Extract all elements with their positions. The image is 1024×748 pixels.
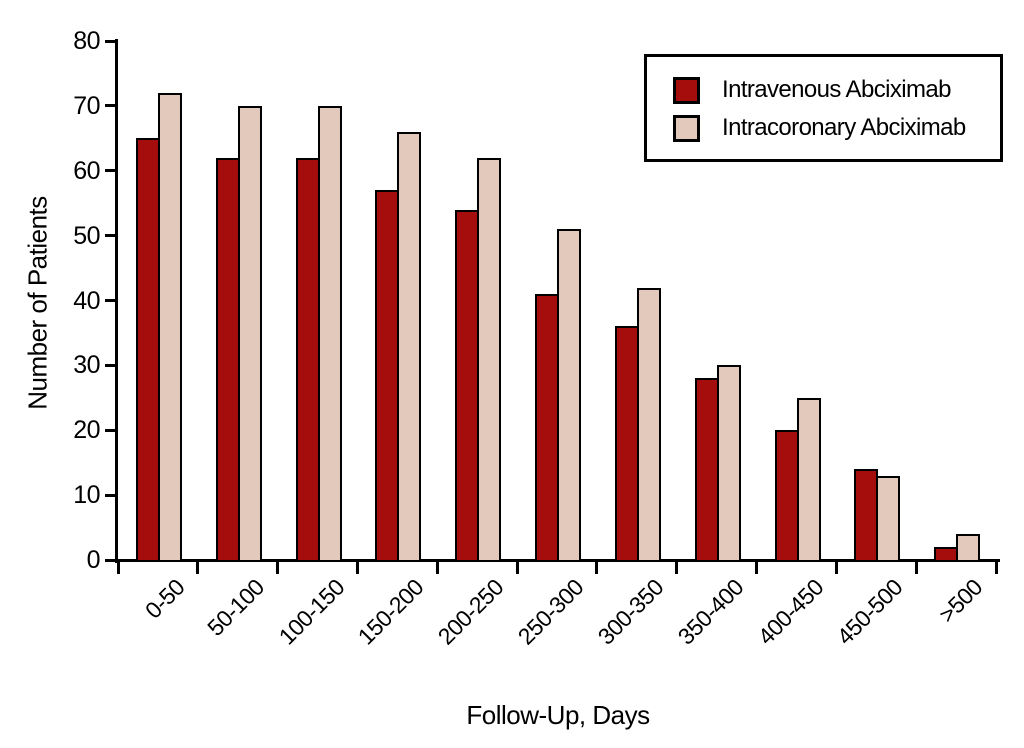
bar-intravenous-100-150 bbox=[295, 157, 320, 562]
y-tick-label: 0 bbox=[86, 546, 101, 574]
y-tick-label: 70 bbox=[73, 91, 100, 120]
bar-intracoronary-100-150 bbox=[317, 105, 342, 562]
x-tick-mark bbox=[994, 562, 998, 574]
bar-intravenous-200-250 bbox=[455, 209, 480, 562]
x-tick-label: 200-250 bbox=[432, 574, 509, 650]
y-axis-line bbox=[115, 39, 118, 563]
bar-intravenous-400-450 bbox=[774, 430, 799, 562]
x-tick-mark bbox=[276, 562, 280, 574]
legend-item-intracoronary: Intracoronary Abciximab bbox=[673, 109, 1000, 147]
x-tick-label: 450-500 bbox=[832, 574, 908, 650]
bar-intracoronary-200-250 bbox=[477, 157, 502, 562]
y-tick-mark bbox=[105, 299, 116, 302]
x-tick-label: >500 bbox=[933, 574, 988, 628]
y-tick-mark bbox=[105, 234, 116, 238]
y-tick-label: 10 bbox=[73, 481, 100, 510]
bar-intracoronary-250-300 bbox=[557, 229, 582, 562]
bar-intracoronary-300-350 bbox=[636, 287, 661, 562]
legend-swatch-intracoronary-icon bbox=[673, 114, 700, 142]
y-tick-label: 80 bbox=[73, 27, 100, 55]
x-tick-mark bbox=[196, 562, 200, 574]
y-tick-mark bbox=[105, 428, 116, 432]
x-tick-mark bbox=[595, 562, 599, 574]
bar-intracoronary-0-50 bbox=[158, 92, 182, 562]
x-tick-mark bbox=[755, 562, 759, 574]
bar-intracoronary-400-450 bbox=[796, 397, 821, 562]
y-tick-mark bbox=[105, 558, 116, 562]
legend-label-intravenous: Intravenous Abciximab bbox=[722, 76, 951, 103]
x-axis-title: Follow-Up, Days bbox=[466, 700, 650, 730]
x-tick-label: 350-400 bbox=[672, 574, 749, 650]
bar-intracoronary->500 bbox=[956, 534, 981, 562]
x-tick-mark bbox=[355, 562, 359, 574]
y-tick-mark bbox=[105, 493, 116, 497]
bar-intravenous-250-300 bbox=[535, 294, 560, 562]
bar-intracoronary-350-400 bbox=[716, 365, 741, 562]
x-tick-label: 400-450 bbox=[752, 574, 828, 650]
x-tick-label: 150-200 bbox=[353, 574, 429, 650]
bar-intracoronary-50-100 bbox=[237, 105, 262, 562]
legend-label-intracoronary: Intracoronary Abciximab bbox=[722, 114, 966, 141]
legend-swatch-intravenous-icon bbox=[673, 76, 700, 104]
x-tick-mark bbox=[675, 562, 679, 574]
y-tick-label: 30 bbox=[73, 351, 100, 380]
x-tick-mark bbox=[834, 562, 838, 574]
bar-intravenous-50-100 bbox=[215, 157, 240, 562]
bar-intravenous-0-50 bbox=[136, 138, 160, 562]
x-tick-label: 250-300 bbox=[512, 574, 589, 650]
bar-intracoronary-150-200 bbox=[397, 131, 422, 562]
y-tick-mark bbox=[105, 169, 116, 173]
x-tick-mark bbox=[515, 562, 519, 574]
x-tick-mark bbox=[914, 562, 918, 574]
y-tick-label: 20 bbox=[73, 416, 100, 445]
x-tick-label: 0-50 bbox=[139, 574, 190, 624]
bar-intravenous-300-350 bbox=[614, 326, 639, 562]
y-tick-mark bbox=[105, 363, 116, 367]
y-tick-mark bbox=[105, 104, 116, 108]
y-tick-mark bbox=[105, 39, 116, 43]
bar-intravenous-150-200 bbox=[375, 190, 400, 562]
y-tick-label: 40 bbox=[73, 286, 100, 315]
bar-intracoronary-450-500 bbox=[876, 475, 901, 562]
bar-intravenous-350-400 bbox=[694, 378, 719, 562]
bar-intravenous->500 bbox=[934, 547, 959, 562]
x-tick-label: 100-150 bbox=[273, 574, 349, 650]
x-tick-label: 300-350 bbox=[592, 574, 669, 650]
y-tick-label: 50 bbox=[73, 221, 100, 250]
x-tick-mark bbox=[116, 562, 120, 574]
x-tick-label: 50-100 bbox=[202, 574, 270, 641]
x-tick-mark bbox=[435, 562, 439, 574]
legend-item-intravenous: Intravenous Abciximab bbox=[673, 71, 1000, 109]
y-tick-label: 60 bbox=[73, 156, 100, 185]
legend: Intravenous Abciximab Intracoronary Abci… bbox=[644, 54, 1003, 162]
bar-intravenous-450-500 bbox=[854, 469, 879, 562]
